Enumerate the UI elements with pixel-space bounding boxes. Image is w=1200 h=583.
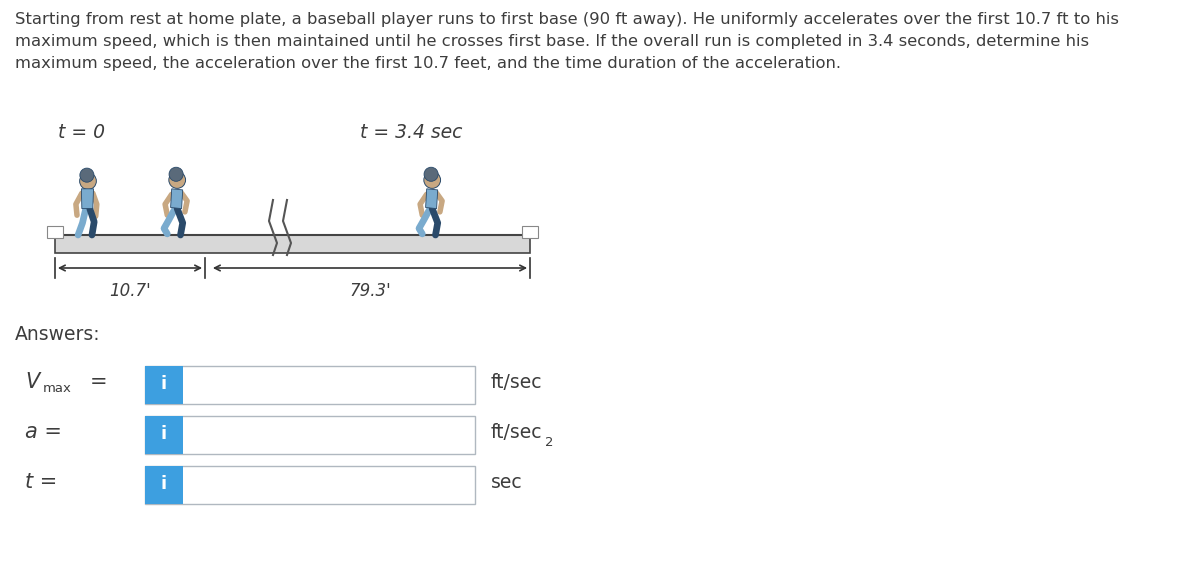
Bar (522, 226, 538, 238)
Circle shape (79, 173, 96, 189)
Text: 79.3': 79.3' (349, 282, 391, 300)
Text: =: = (90, 372, 108, 392)
Polygon shape (170, 189, 182, 209)
Text: Answers:: Answers: (14, 325, 101, 344)
Text: Starting from rest at home plate, a baseball player runs to first base (90 ft aw: Starting from rest at home plate, a base… (14, 12, 1120, 27)
Text: maximum speed, the acceleration over the first 10.7 feet, and the time duration : maximum speed, the acceleration over the… (14, 56, 841, 71)
Bar (145, 366, 182, 404)
Bar (145, 466, 182, 504)
Circle shape (424, 167, 438, 181)
Bar (145, 366, 475, 404)
Bar (47, 226, 64, 238)
Circle shape (169, 171, 186, 188)
Text: i: i (161, 475, 167, 493)
Text: max: max (43, 382, 72, 395)
Circle shape (80, 168, 94, 182)
Polygon shape (82, 189, 94, 209)
Bar (145, 416, 182, 454)
Text: t =: t = (25, 472, 58, 492)
Text: sec: sec (491, 472, 523, 491)
Text: i: i (161, 425, 167, 443)
Text: t = 3.4 sec: t = 3.4 sec (360, 123, 462, 142)
Text: 2: 2 (545, 437, 553, 449)
Circle shape (169, 167, 184, 181)
Text: a =: a = (25, 422, 62, 442)
Text: V: V (25, 372, 40, 392)
Text: ft/sec: ft/sec (491, 373, 542, 392)
Text: 10.7': 10.7' (109, 282, 151, 300)
Bar (145, 466, 475, 504)
Bar (145, 416, 475, 454)
Bar (55, 235, 530, 253)
Polygon shape (426, 189, 438, 209)
Text: i: i (161, 375, 167, 393)
Text: maximum speed, which is then maintained until he crosses first base. If the over: maximum speed, which is then maintained … (14, 34, 1090, 49)
Text: t = 0: t = 0 (58, 123, 106, 142)
Circle shape (424, 171, 440, 188)
Text: ft/sec: ft/sec (491, 423, 542, 441)
